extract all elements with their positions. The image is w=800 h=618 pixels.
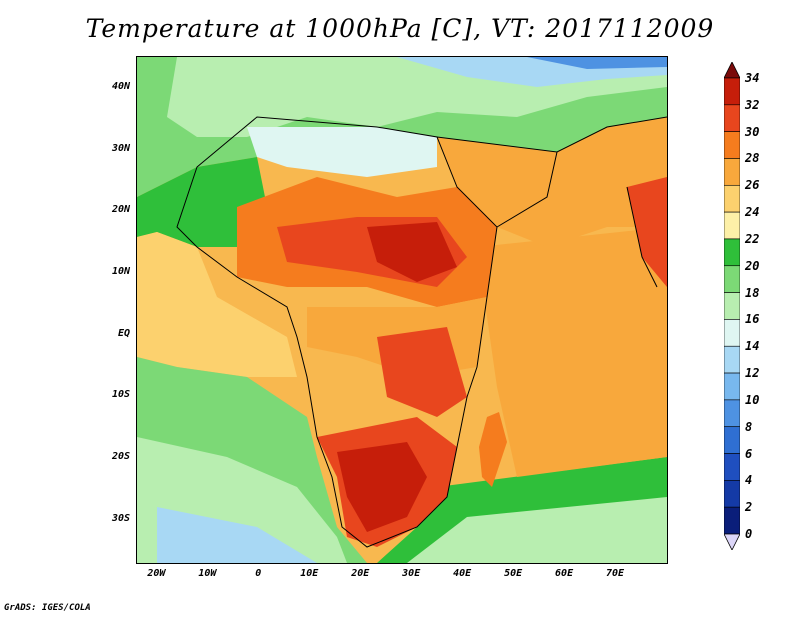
- colorbar-tick-label: 6: [745, 446, 753, 461]
- lat-tick-label: 30S: [111, 512, 130, 524]
- south-indian-cool-region: [407, 497, 667, 563]
- colorbar-swatch: [724, 426, 740, 454]
- sahara-cool-region: [247, 127, 437, 177]
- colorbar-swatch: [724, 211, 740, 240]
- colorbar-tick-label: 18: [745, 285, 760, 300]
- africa-coastline: [176, 116, 498, 548]
- colorbar-tick-label: 22: [745, 231, 760, 246]
- colorbar-tick-label: 12: [745, 366, 760, 381]
- lon-tick-label: 60E: [555, 568, 574, 579]
- lon-tick-label: 20W: [147, 568, 166, 579]
- chart-title: Temperature at 1000hPa [C], VT: 20171120…: [85, 14, 715, 43]
- india-coastline: [626, 186, 658, 288]
- east-africa-hot-region: [377, 327, 467, 417]
- colorbar-swatch: [724, 238, 740, 267]
- colorbar-max-arrow: [724, 62, 740, 79]
- colorbar-tick-label: 16: [745, 312, 760, 327]
- colorbar-swatch: [724, 184, 740, 213]
- colorbar-swatch: [724, 265, 740, 293]
- colorbar-tick-label: 28: [745, 151, 760, 166]
- colorbar-swatch: [724, 345, 740, 374]
- arabia-coastline: [436, 116, 667, 153]
- colorbar-tick-label: 4: [745, 473, 753, 488]
- lon-tick-label: 70E: [606, 568, 625, 579]
- india-hot-region: [627, 177, 667, 287]
- colorbar-swatch: [724, 77, 740, 106]
- colorbar-swatch: [724, 131, 740, 159]
- colorbar-tick-label: 10: [745, 392, 760, 407]
- map-plot-area: [136, 56, 668, 564]
- south-atlantic-cold-region: [157, 507, 317, 563]
- colorbar-swatch: [724, 372, 740, 401]
- lat-tick-label: 10S: [111, 389, 130, 401]
- colorbar-swatch: [724, 104, 740, 132]
- colorbar-swatch: [724, 453, 740, 481]
- tropical-atlantic-region: [137, 232, 297, 377]
- lon-tick-label: 50E: [504, 568, 523, 579]
- lon-tick-label: 20E: [351, 568, 370, 579]
- colorbar-tick-label: 2: [745, 500, 753, 515]
- red-sea-coastline: [496, 151, 558, 228]
- colorbar-swatch: [724, 292, 740, 320]
- colorbar-tick-label: 30: [745, 124, 760, 139]
- colorbar-tick-label: 14: [745, 339, 760, 354]
- sahel-core-region: [367, 222, 457, 282]
- lon-tick-label: 10E: [300, 568, 319, 579]
- lon-tick-label: 10W: [198, 568, 217, 579]
- arabia-region: [437, 117, 667, 247]
- colorbar-swatch: [724, 158, 740, 186]
- lat-tick-label: 20S: [111, 451, 130, 463]
- colorbar-tick-label: 8: [745, 419, 753, 434]
- lat-tick-label: 20N: [111, 204, 130, 216]
- colorbar-tick-label: 20: [745, 258, 760, 273]
- colorbar-tick-label: 24: [745, 205, 760, 220]
- lat-tick-label: 30N: [111, 142, 130, 154]
- colorbar-swatch: [724, 319, 740, 347]
- colorbar-tick-label: 0: [745, 527, 753, 541]
- colorbar-tick-label: 34: [745, 71, 760, 85]
- colorbar-swatch: [724, 399, 740, 428]
- credit-text: GrADS: IGES/COLA: [4, 603, 91, 613]
- indian-ocean-region: [477, 227, 667, 477]
- lat-tick-label: EQ: [117, 327, 130, 339]
- colorbar-swatch: [724, 506, 740, 535]
- far-north-cold-region: [527, 57, 667, 69]
- colorbar-tick-label: 32: [745, 97, 760, 112]
- madagascar-region: [479, 412, 507, 487]
- colorbar: [724, 62, 740, 550]
- lat-tick-label: 40N: [111, 80, 130, 92]
- lon-tick-label: 30E: [402, 568, 421, 579]
- lat-tick-label: 10N: [111, 265, 130, 277]
- colorbar-tick-label: 26: [745, 178, 760, 193]
- lon-tick-label: 0: [255, 568, 262, 579]
- southern-africa-core-region: [337, 442, 427, 532]
- lon-tick-label: 40E: [453, 568, 472, 579]
- colorbar-swatch: [724, 480, 740, 508]
- temperature-map: [137, 57, 667, 563]
- west-africa-cool-region: [137, 157, 267, 247]
- colorbar-min-arrow: [724, 533, 740, 550]
